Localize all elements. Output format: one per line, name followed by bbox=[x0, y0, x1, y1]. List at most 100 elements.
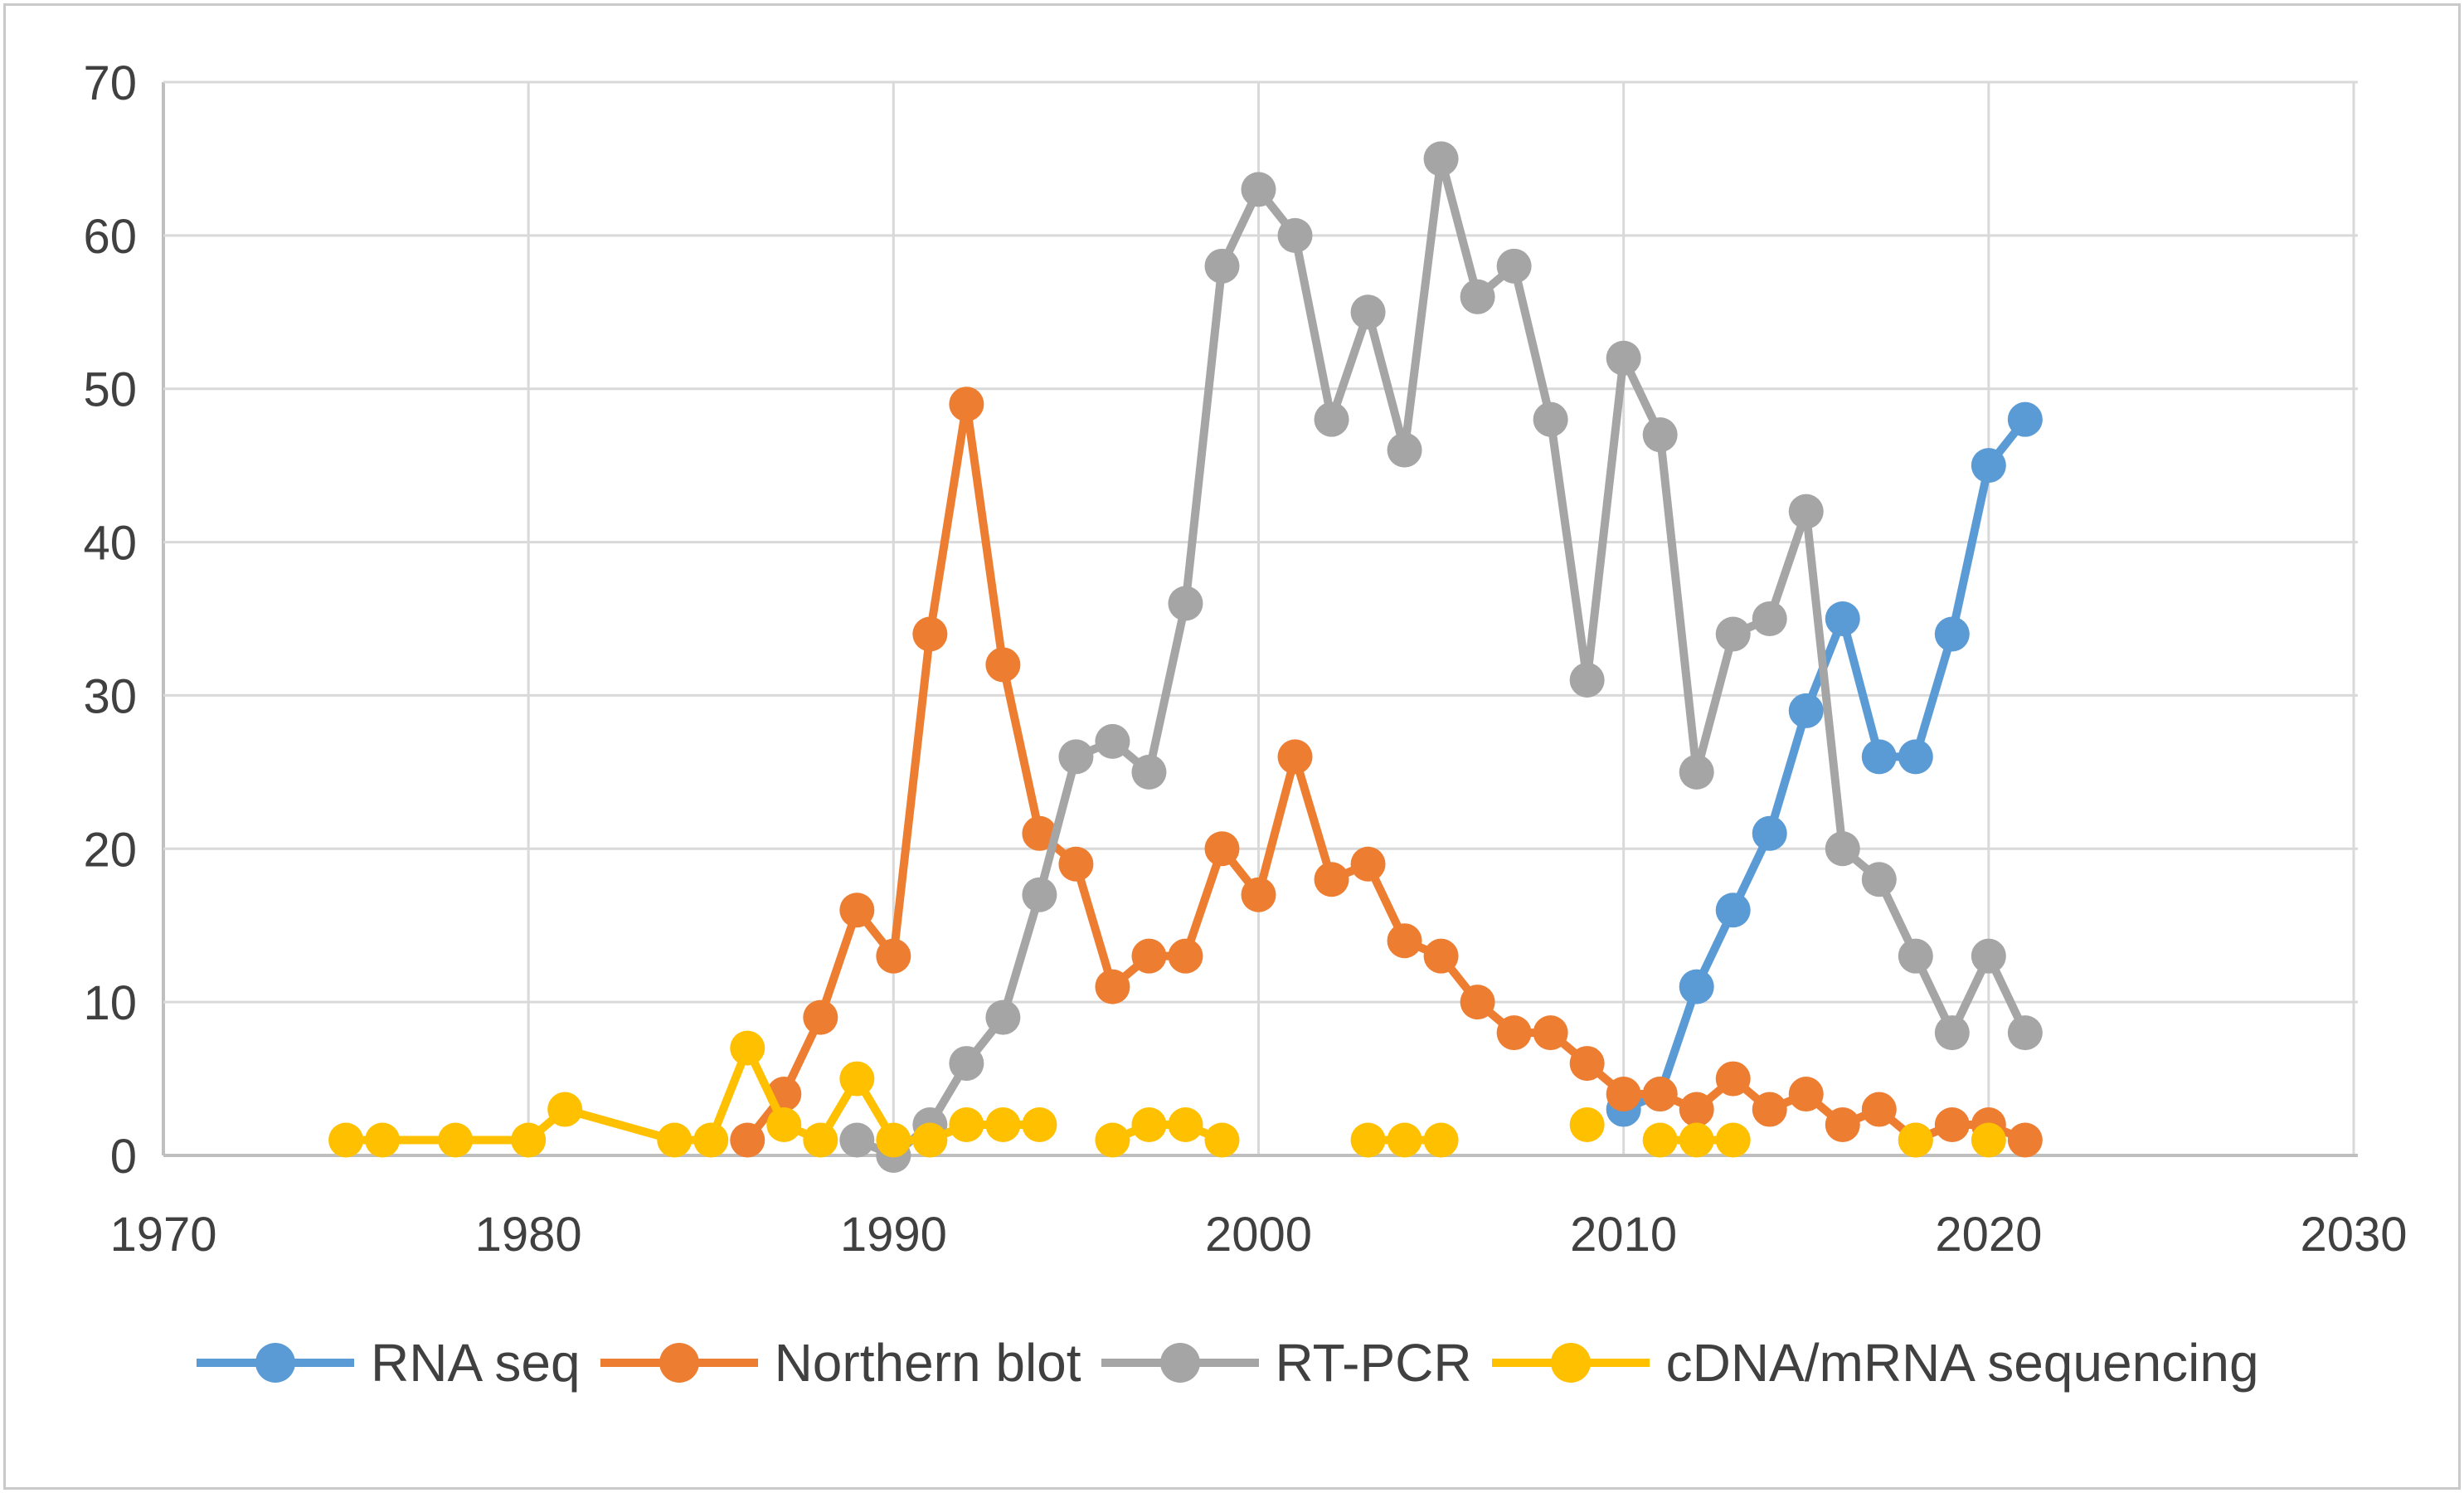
data-point-1 bbox=[1168, 938, 1203, 974]
data-point-3 bbox=[693, 1122, 729, 1158]
data-point-2 bbox=[1606, 340, 1641, 376]
data-point-2 bbox=[1496, 248, 1532, 284]
data-point-2 bbox=[1679, 754, 1714, 790]
data-point-1 bbox=[1423, 938, 1459, 974]
legend-item-2: RT-PCR bbox=[1101, 1332, 1472, 1393]
data-point-1 bbox=[1496, 1015, 1532, 1051]
y-tick-label: 60 bbox=[83, 210, 137, 264]
data-point-3 bbox=[1423, 1122, 1459, 1158]
data-point-1 bbox=[2007, 1122, 2043, 1158]
data-point-3 bbox=[839, 1061, 875, 1097]
data-point-1 bbox=[1825, 1107, 1860, 1143]
data-point-2 bbox=[839, 1122, 875, 1158]
data-point-3 bbox=[1679, 1122, 1714, 1158]
data-point-1 bbox=[1095, 969, 1130, 1004]
legend-dot bbox=[1550, 1343, 1591, 1383]
data-point-3 bbox=[438, 1122, 474, 1158]
data-point-0 bbox=[2007, 401, 2043, 437]
data-point-1 bbox=[949, 387, 984, 422]
data-point-2 bbox=[2007, 1015, 2043, 1051]
data-point-2 bbox=[1131, 754, 1167, 790]
data-point-2 bbox=[1898, 938, 1933, 974]
data-point-2 bbox=[1022, 877, 1057, 912]
y-tick-label: 40 bbox=[83, 517, 137, 571]
legend-label: RNA seq bbox=[371, 1333, 581, 1393]
y-tick-label: 10 bbox=[83, 976, 137, 1030]
data-point-0 bbox=[1861, 739, 1897, 775]
data-point-3 bbox=[1715, 1122, 1751, 1158]
data-point-2 bbox=[1861, 862, 1897, 897]
data-point-2 bbox=[1241, 172, 1276, 207]
data-point-1 bbox=[1788, 1077, 1824, 1112]
x-tick-label: 2030 bbox=[2300, 1208, 2407, 1262]
data-point-1 bbox=[1241, 877, 1276, 912]
data-point-2 bbox=[1058, 739, 1094, 775]
data-point-1 bbox=[803, 999, 838, 1035]
legend-dot bbox=[1159, 1343, 1200, 1383]
data-point-1 bbox=[1460, 985, 1495, 1020]
data-point-0 bbox=[1788, 693, 1824, 728]
data-point-0 bbox=[1825, 601, 1860, 636]
data-point-2 bbox=[1752, 601, 1787, 636]
data-point-3 bbox=[547, 1092, 583, 1127]
data-point-2 bbox=[1971, 938, 2006, 974]
data-point-1 bbox=[1350, 846, 1386, 882]
data-point-2 bbox=[985, 999, 1021, 1035]
data-point-3 bbox=[1642, 1122, 1678, 1158]
y-tick-label: 70 bbox=[83, 56, 137, 110]
y-tick-label: 20 bbox=[83, 823, 137, 877]
x-tick-label: 1980 bbox=[475, 1208, 582, 1262]
legend-item-1: Northern blot bbox=[600, 1332, 1081, 1393]
data-point-2 bbox=[1277, 217, 1313, 253]
data-point-2 bbox=[1825, 831, 1860, 867]
legend-label: Northern blot bbox=[774, 1333, 1081, 1393]
data-point-3 bbox=[803, 1122, 838, 1158]
data-point-3 bbox=[876, 1122, 911, 1158]
data-point-1 bbox=[1131, 938, 1167, 974]
data-point-2 bbox=[949, 1046, 984, 1082]
data-point-2 bbox=[1350, 294, 1386, 330]
data-point-2 bbox=[1095, 723, 1130, 759]
data-point-1 bbox=[876, 938, 911, 974]
data-point-1 bbox=[1058, 846, 1094, 882]
data-point-0 bbox=[1679, 969, 1714, 1004]
y-tick-label: 0 bbox=[110, 1130, 137, 1184]
legend-label: cDNA/mRNA sequencing bbox=[1665, 1333, 2259, 1393]
x-tick-label: 1990 bbox=[840, 1208, 947, 1262]
data-point-1 bbox=[1679, 1092, 1714, 1127]
data-point-1 bbox=[1715, 1061, 1751, 1097]
data-point-0 bbox=[1752, 815, 1787, 851]
legend-item-0: RNA seq bbox=[197, 1332, 581, 1393]
data-point-2 bbox=[1168, 586, 1203, 621]
legend-label: RT-PCR bbox=[1275, 1333, 1472, 1393]
data-point-0 bbox=[1715, 892, 1751, 928]
data-point-2 bbox=[1460, 279, 1495, 314]
data-point-3 bbox=[1898, 1122, 1933, 1158]
x-tick-label: 1970 bbox=[109, 1208, 216, 1262]
data-point-2 bbox=[1204, 248, 1240, 284]
data-point-3 bbox=[912, 1122, 948, 1158]
data-point-2 bbox=[1423, 141, 1459, 177]
data-point-3 bbox=[985, 1107, 1021, 1143]
data-point-3 bbox=[766, 1107, 802, 1143]
data-point-1 bbox=[985, 647, 1021, 683]
data-point-3 bbox=[1204, 1122, 1240, 1158]
legend-marker-icon bbox=[197, 1343, 354, 1383]
data-point-1 bbox=[912, 616, 948, 652]
data-point-3 bbox=[328, 1122, 364, 1158]
data-point-3 bbox=[1022, 1107, 1057, 1143]
legend-marker-icon bbox=[1101, 1343, 1259, 1383]
data-point-3 bbox=[1971, 1122, 2006, 1158]
legend-dot bbox=[659, 1343, 699, 1383]
legend-marker-icon bbox=[600, 1343, 758, 1383]
data-point-1 bbox=[1022, 815, 1057, 851]
data-point-2 bbox=[1642, 417, 1678, 453]
series-line-3 bbox=[1108, 1121, 1227, 1145]
data-point-1 bbox=[1314, 862, 1349, 897]
x-tick-label: 2010 bbox=[1570, 1208, 1677, 1262]
data-point-2 bbox=[1569, 662, 1605, 698]
data-point-2 bbox=[1934, 1015, 1970, 1051]
data-point-3 bbox=[1168, 1107, 1203, 1143]
data-point-3 bbox=[730, 1030, 765, 1066]
